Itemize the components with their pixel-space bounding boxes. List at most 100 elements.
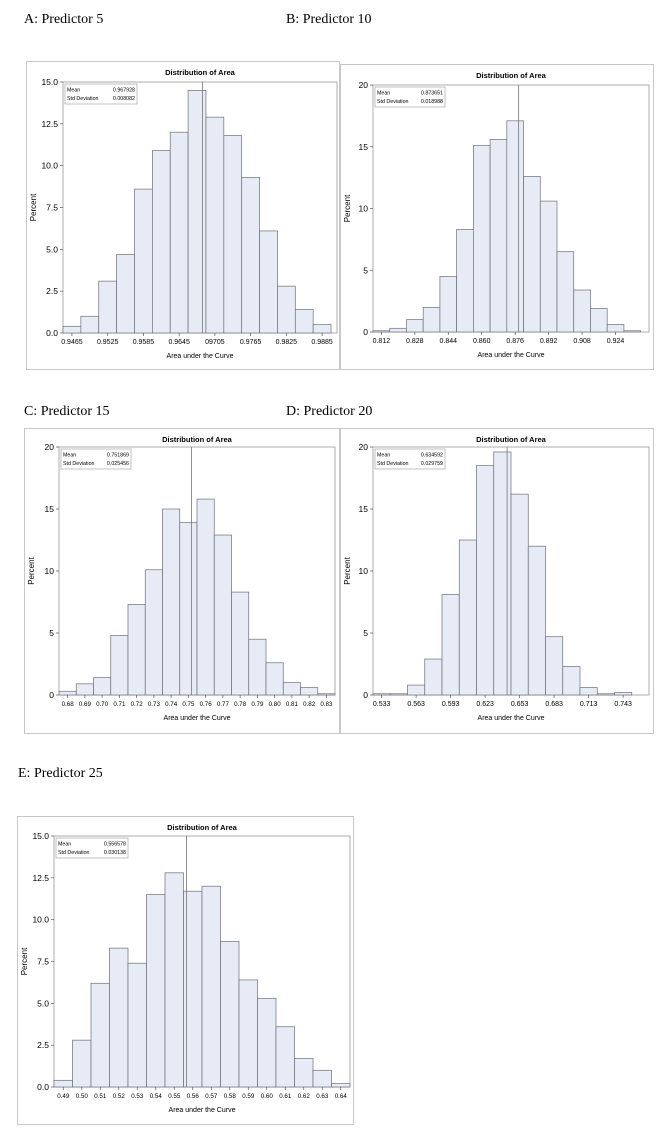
x-tick-label: 0.63 <box>316 1093 329 1100</box>
histogram-bar <box>389 693 408 696</box>
histogram-bar <box>294 1058 314 1088</box>
x-tick-label: 0.844 <box>440 338 458 345</box>
x-tick-label: 0.53 <box>131 1093 144 1100</box>
x-tick-label: 0.743 <box>614 701 632 708</box>
histogram-bar <box>614 692 633 696</box>
histogram-bar <box>489 138 508 333</box>
histogram-bar <box>72 1039 92 1088</box>
x-tick-label: 0.9645 <box>168 339 190 346</box>
y-tick-label: 2.5 <box>46 286 58 296</box>
stats-mean-label: Mean <box>58 842 71 848</box>
histogram-bar <box>201 885 221 1088</box>
y-tick-label: 5 <box>49 628 54 638</box>
histogram-bar <box>590 308 608 333</box>
x-tick-label: 0.876 <box>506 338 524 345</box>
x-tick-label: 0.74 <box>165 701 178 708</box>
stats-mean-value: 0.873651 <box>421 91 443 97</box>
histogram-bar <box>196 498 215 696</box>
y-tick-label: 15 <box>359 142 369 152</box>
histogram-panel-predictor-20: Distribution of Area 0 5 10 15 20 0.533 0.563 0.… <box>340 428 654 734</box>
histogram-bar <box>179 522 198 696</box>
x-tick-label: 0.908 <box>573 338 591 345</box>
stats-mean-value: 0.634592 <box>421 453 443 459</box>
y-tick-label: 0.0 <box>37 1082 49 1092</box>
x-tick-label: 0.78 <box>234 701 247 708</box>
y-axis-label: Percent <box>343 194 352 222</box>
y-tick-label: 15 <box>359 504 369 514</box>
y-tick-label: 0 <box>363 327 368 337</box>
x-axis-label: Area under the Curve <box>164 715 231 722</box>
histogram-bar <box>93 677 112 696</box>
y-tick-label: 12.5 <box>41 119 58 129</box>
stats-std-value: 0.025456 <box>107 461 129 467</box>
histogram-bar <box>75 683 94 696</box>
x-tick-label: 0.9765 <box>240 339 262 346</box>
x-tick-label: 0.70 <box>96 701 109 708</box>
x-tick-label: 0.71 <box>113 701 126 708</box>
histogram-bar <box>406 319 424 333</box>
panel-label-c: C: Predictor 15 <box>24 404 110 419</box>
stats-mean-value: 0.556578 <box>104 842 126 848</box>
x-axis-label: Area under the Curve <box>478 352 545 359</box>
x-tick-label: 0.57 <box>205 1093 218 1100</box>
histogram-bar <box>169 131 189 334</box>
histogram-bar <box>162 508 181 696</box>
x-tick-label: 0.75 <box>182 701 195 708</box>
histogram-bar <box>53 1079 73 1088</box>
x-tick-label: 0.62 <box>298 1093 311 1100</box>
histogram-bar <box>456 229 474 333</box>
y-tick-label: 7.5 <box>37 957 49 967</box>
histogram-bar <box>238 979 258 1088</box>
histogram-bar <box>523 176 541 333</box>
y-tick-label: 12.5 <box>32 873 49 883</box>
x-tick-label: 0.51 <box>94 1093 107 1100</box>
x-tick-label: 0.9525 <box>97 339 119 346</box>
histogram-panel-predictor-25: Distribution of Area 0.0 2.5 5.0 7.5 10.0 12.5… <box>17 816 354 1125</box>
stats-mean-label: Mean <box>67 88 80 94</box>
y-tick-label: 0 <box>363 690 368 700</box>
y-axis-label: Percent <box>27 556 36 584</box>
histogram-bar <box>312 1069 332 1088</box>
stats-std-label: Std Deviation <box>58 850 90 856</box>
x-tick-label: 09705 <box>205 339 225 346</box>
histogram-bar <box>90 982 110 1088</box>
x-tick-label: 0.58 <box>224 1093 237 1100</box>
x-tick-label: 0.69 <box>79 701 92 708</box>
x-tick-label: 0.49 <box>57 1093 70 1100</box>
histogram-bar <box>265 662 284 696</box>
x-tick-label: 0.68 <box>62 701 75 708</box>
y-tick-label: 2.5 <box>37 1040 49 1050</box>
stats-std-label: Std Deviation <box>63 461 95 467</box>
x-tick-label: 0.653 <box>511 701 529 708</box>
chart-title: Distribution of Area <box>476 435 547 444</box>
stats-std-label: Std Deviation <box>67 96 99 102</box>
histogram-bar <box>424 658 443 696</box>
stats-std-label: Std Deviation <box>377 461 409 467</box>
histogram-bar <box>127 604 146 696</box>
y-tick-label: 20 <box>359 442 369 452</box>
x-tick-label: 0.713 <box>580 701 598 708</box>
histogram-bar <box>510 493 529 696</box>
stats-std-value: 0.029759 <box>421 461 443 467</box>
stats-std-value: 0.018988 <box>421 99 443 105</box>
histogram-bar <box>110 635 129 696</box>
x-tick-label: 0.73 <box>148 701 161 708</box>
chart-title: Distribution of Area <box>476 71 547 80</box>
x-tick-label: 0.64 <box>335 1093 348 1100</box>
panel-label-b: B: Predictor 10 <box>286 12 372 27</box>
stats-inset-box <box>55 837 129 859</box>
histogram-bar <box>372 330 391 333</box>
y-tick-label: 5 <box>363 265 368 275</box>
histogram-panel-predictor-15: Distribution of Area 0 5 10 15 20 0.68 0.69 0.70… <box>24 428 340 734</box>
histogram-bar <box>407 684 426 696</box>
histogram-bar <box>109 947 129 1088</box>
stats-std-value: 0.008082 <box>113 96 135 102</box>
histogram-bar <box>62 325 82 334</box>
histogram-bar <box>275 1026 295 1088</box>
x-tick-label: 0.59 <box>242 1093 255 1100</box>
x-tick-label: 0.83 <box>320 701 333 708</box>
histogram-bar <box>606 324 625 333</box>
histogram-bar <box>241 177 260 334</box>
y-tick-label: 15.0 <box>41 77 58 87</box>
histogram-bar <box>257 997 277 1088</box>
